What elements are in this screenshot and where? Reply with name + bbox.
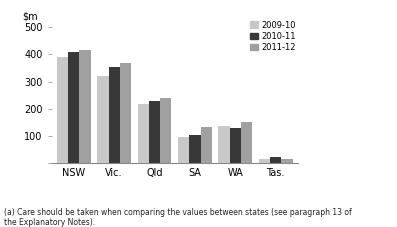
Bar (178, 137, 189, 163)
Bar (68, 52, 79, 163)
Bar (241, 122, 252, 163)
Text: (a) Care should be taken when comparing the values between states (see paragraph: (a) Care should be taken when comparing … (4, 208, 352, 227)
Bar (57, 57, 68, 163)
Legend: 2009-10, 2010-11, 2011-12: 2009-10, 2010-11, 2011-12 (250, 20, 296, 52)
Bar (108, 67, 120, 163)
Bar (137, 104, 149, 163)
Bar (160, 98, 172, 163)
Bar (229, 128, 241, 163)
Bar (270, 157, 281, 163)
Bar (189, 135, 200, 163)
Text: $m: $m (22, 12, 38, 22)
Bar (120, 63, 131, 163)
Bar (258, 158, 270, 163)
Bar (79, 49, 91, 163)
Bar (200, 127, 212, 163)
Bar (97, 76, 108, 163)
Bar (149, 101, 160, 163)
Bar (281, 159, 293, 163)
Bar (218, 126, 229, 163)
